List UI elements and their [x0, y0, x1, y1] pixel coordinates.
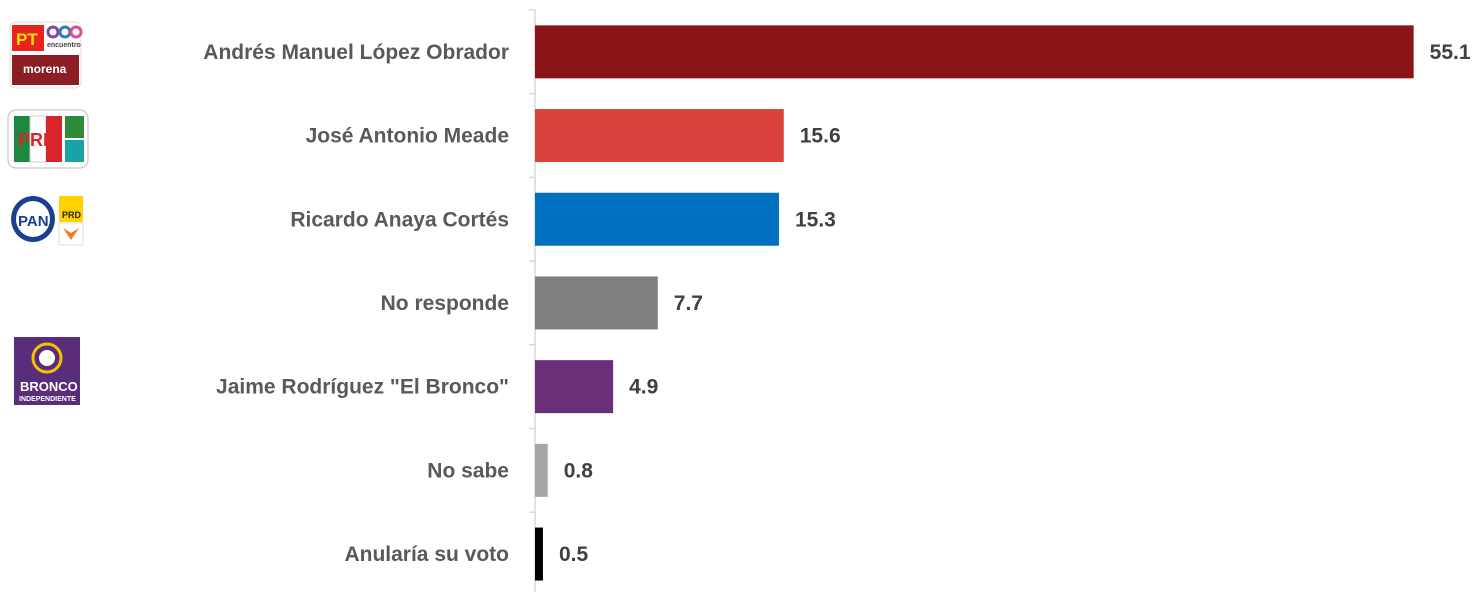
data-label: 15.3	[795, 208, 836, 231]
svg-text:BRONCO: BRONCO	[20, 379, 78, 394]
svg-text:PRD: PRD	[62, 210, 82, 220]
category-label: No responde	[381, 292, 509, 315]
bar	[535, 527, 543, 581]
svg-text:PRI: PRI	[18, 130, 48, 150]
data-label: 55.1	[1430, 41, 1471, 64]
bar	[535, 360, 614, 414]
category-label: No sabe	[427, 459, 509, 482]
logo-pan-coalition: PAN PRD	[11, 196, 84, 246]
data-label: 0.8	[564, 459, 594, 482]
svg-text:morena: morena	[23, 62, 67, 76]
data-label: 15.6	[800, 125, 841, 148]
category-label: Anularía su voto	[344, 543, 509, 566]
data-label: 0.5	[559, 543, 589, 566]
logo-amlo-coalition: PT encuentro morena	[9, 21, 83, 89]
category-label: Jaime Rodríguez "El Bronco"	[216, 376, 509, 399]
bar	[535, 443, 548, 497]
svg-text:INDEPENDIENTE: INDEPENDIENTE	[19, 396, 76, 403]
bar	[535, 192, 779, 246]
bar	[535, 109, 784, 163]
category-label: José Antonio Meade	[306, 125, 509, 148]
category-label: Andrés Manuel López Obrador	[203, 41, 509, 64]
logo-bronco: BRONCO INDEPENDIENTE	[14, 337, 80, 405]
svg-text:encuentro: encuentro	[47, 42, 81, 49]
data-label: 7.7	[674, 292, 703, 315]
svg-text:PAN: PAN	[18, 213, 49, 230]
data-label: 4.9	[629, 376, 658, 399]
logo-pri-coalition: PRI	[7, 109, 89, 169]
bar	[535, 276, 658, 330]
bar	[535, 25, 1414, 79]
svg-text:PT: PT	[16, 30, 38, 49]
category-label: Ricardo Anaya Cortés	[290, 208, 509, 231]
